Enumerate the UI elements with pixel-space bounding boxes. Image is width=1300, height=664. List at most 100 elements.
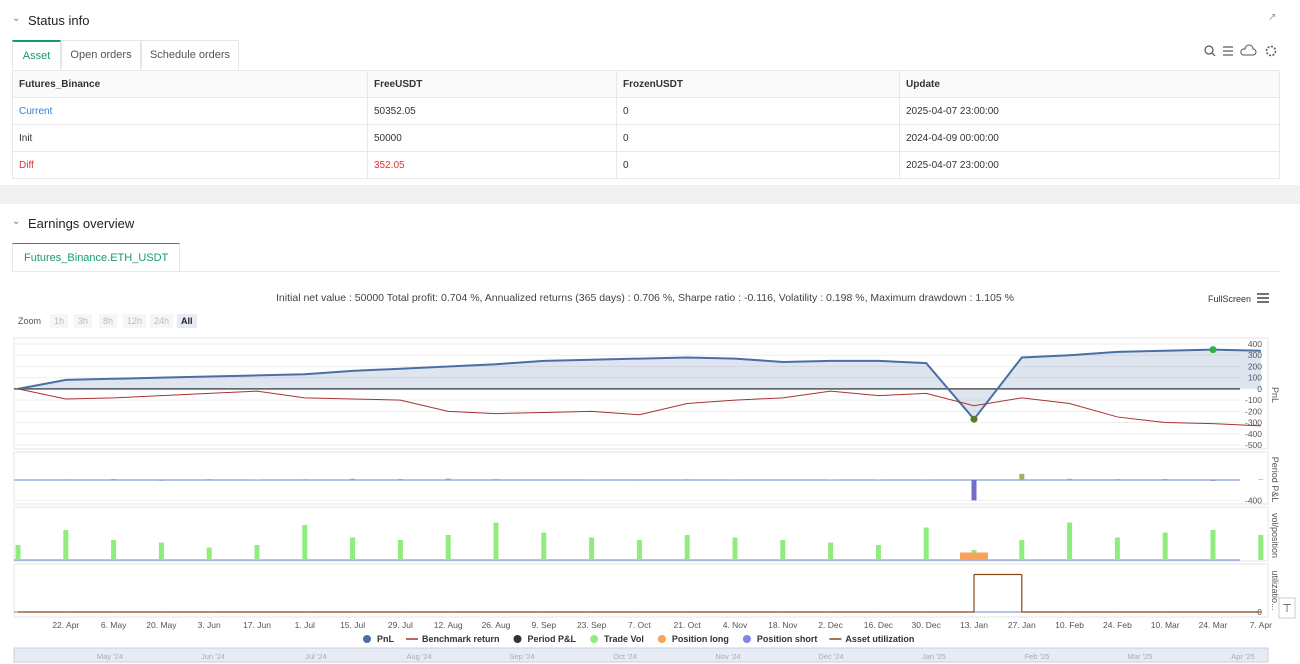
zoom-button[interactable]: All [177, 314, 197, 328]
legend-symbol [363, 635, 371, 643]
bar [445, 478, 451, 480]
x-tick-label: 4. Nov [723, 620, 748, 630]
bar [15, 545, 21, 560]
x-tick-label: 13. Jan [960, 620, 988, 630]
bar [780, 479, 786, 480]
cell: 352.05 [367, 151, 617, 179]
settings-icon[interactable] [1265, 45, 1277, 57]
zoom-button[interactable]: 24h [150, 314, 174, 328]
x-tick-label: 22. Apr [52, 620, 79, 630]
zoom-button[interactable]: 1h [50, 314, 69, 328]
legend-label[interactable]: Position short [757, 634, 818, 644]
x-tick-label: 7. Oct [628, 620, 651, 630]
x-tick-label: 30. Dec [912, 620, 942, 630]
search-icon[interactable] [1204, 45, 1214, 55]
x-tick-label: 1. Jul [295, 620, 315, 630]
legend-symbol [513, 635, 522, 643]
menu-icon[interactable] [1256, 292, 1270, 304]
legend-label[interactable]: Position long [672, 634, 729, 644]
list-icon[interactable] [1223, 46, 1233, 56]
header-cell: Futures_Binance [12, 70, 368, 98]
header-row: Futures_Binance FreeUSDT FrozenUSDT Upda… [12, 70, 1280, 98]
navigator-label: Jan '25 [922, 652, 946, 661]
bar [684, 479, 690, 480]
section-title: Earnings overview [28, 216, 135, 231]
bar [254, 545, 260, 560]
bar [1162, 478, 1168, 480]
chart: ⊤ 22. Apr 6. May 20. May 3. Jun 17. Jun 1. Ju… [13, 337, 1296, 663]
bar [1019, 473, 1025, 480]
panel-frame [13, 563, 1269, 618]
legend-label[interactable]: Asset utilization [845, 634, 914, 644]
tab[interactable]: Open orders [61, 40, 141, 69]
zoom-label: Zoom [18, 316, 42, 326]
bar [828, 542, 834, 560]
search-icon-handle [1211, 52, 1216, 57]
navigator-label: Aug '24 [406, 652, 431, 661]
x-tick-label: 24. Mar [1199, 620, 1228, 630]
x-tick-label: 29. Jul [388, 620, 413, 630]
bar [923, 479, 929, 480]
navigator-label: Dec '24 [818, 652, 843, 661]
bar [636, 480, 642, 481]
x-tick-label: 7. Apr [1250, 620, 1272, 630]
legend-label[interactable]: Benchmark return [422, 634, 500, 644]
bar [397, 478, 403, 480]
x-tick-label: 10. Feb [1055, 620, 1084, 630]
cell: 50000 [367, 124, 617, 152]
cell: 2025-04-07 23:00:00 [899, 97, 1280, 125]
fullscreen-button[interactable]: FullScreen [1208, 294, 1252, 304]
legend: PnL Benchmark return Period P&L Trade Vol Po… [363, 634, 914, 644]
bar [63, 479, 69, 480]
bar [1067, 522, 1073, 560]
legend-label[interactable]: Period P&L [528, 634, 577, 644]
x-tick-label: 27. Jan [1008, 620, 1036, 630]
zoom-button[interactable]: 3h [74, 314, 93, 328]
bar [302, 525, 308, 560]
cell: 0 [616, 124, 900, 152]
bar [206, 547, 212, 560]
y-tick-label: 0 [1257, 384, 1262, 394]
navigator[interactable] [13, 647, 1269, 663]
collapse-icon[interactable]: ⌄ [12, 216, 21, 227]
row: Diff 352.05 0 2025-04-07 23:00:00 [12, 151, 1280, 179]
zoom-button[interactable]: 8h [99, 314, 118, 328]
bar [302, 479, 308, 480]
legend-symbol [590, 635, 599, 643]
collapse-icon[interactable]: ⌄ [12, 13, 21, 24]
bar [63, 530, 69, 560]
max-marker [1209, 346, 1217, 354]
x-tick-label: 2. Dec [818, 620, 843, 630]
y-tick-label: -300 [1245, 418, 1262, 428]
cell: Current [12, 97, 368, 125]
legend-symbol [742, 635, 751, 643]
y-tick-label: -100 [1245, 395, 1262, 405]
x-tick-label: 24. Feb [1103, 620, 1132, 630]
scroll-top-button[interactable] [1278, 597, 1296, 619]
row: Init 50000 0 2024-04-09 00:00:00 [12, 124, 1280, 152]
y-tick-label: -200 [1245, 406, 1262, 416]
summary: Initial net value : 50000 Total profit: … [276, 292, 1014, 304]
bar [493, 479, 499, 480]
cell: Init [12, 124, 368, 152]
zoom-button[interactable]: 12h [123, 314, 147, 328]
tab[interactable]: Asset [12, 40, 61, 69]
bar [589, 479, 595, 480]
navigator-label: Nov '24 [715, 652, 740, 661]
bar [589, 537, 595, 560]
bar [111, 540, 117, 560]
panel-frame [13, 451, 1269, 505]
section-title: Status info [28, 13, 90, 28]
cell: 50352.05 [367, 97, 617, 125]
expand-icon[interactable]: ↗ [1268, 12, 1277, 23]
x-tick-label: 3. Jun [198, 620, 221, 630]
tab[interactable]: Schedule orders [141, 40, 239, 69]
y-tick-label: -400 [1245, 495, 1262, 505]
status-panel: ⌄ Status info ↗ Asset Open orders Schedu… [0, 0, 1300, 185]
legend-label[interactable]: PnL [377, 634, 395, 644]
header-cell: FrozenUSDT [616, 70, 900, 98]
tab[interactable]: Futures_Binance.ETH_USDT [12, 243, 181, 272]
cloud-icon[interactable] [1240, 44, 1257, 56]
bar [732, 479, 738, 480]
legend-label[interactable]: Trade Vol [604, 634, 644, 644]
